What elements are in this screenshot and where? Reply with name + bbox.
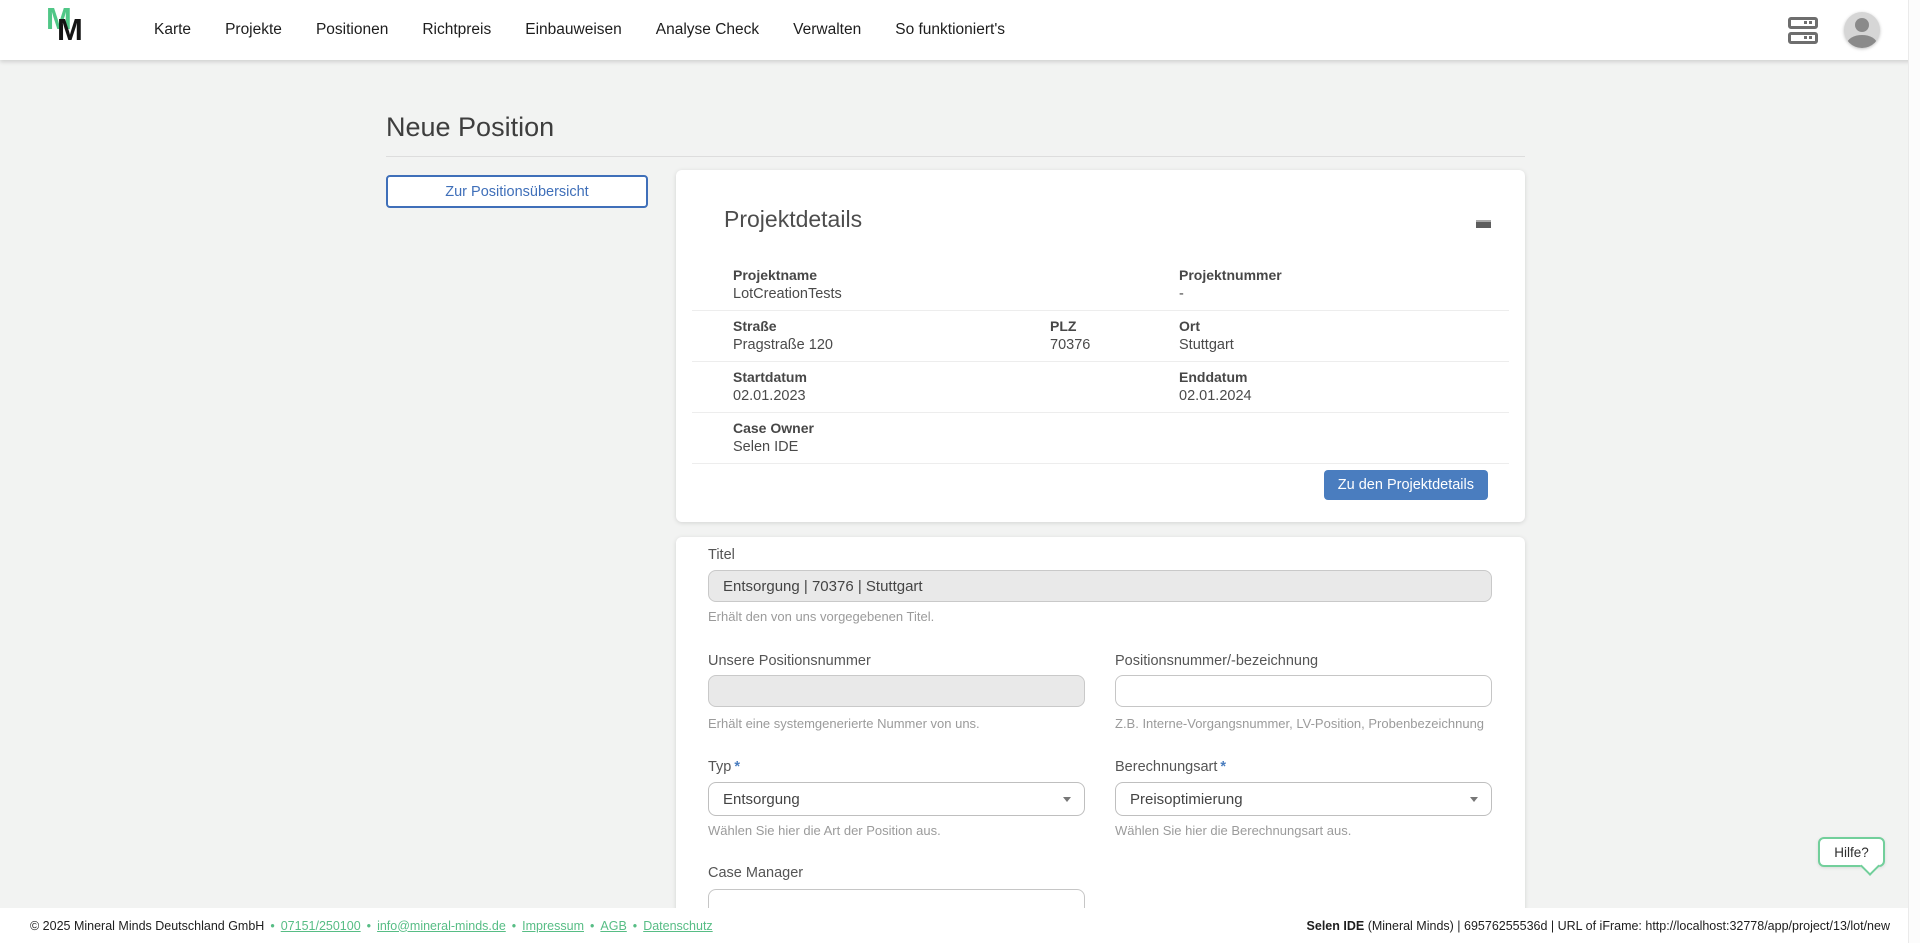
footer: © 2025 Mineral Minds Deutschland GmbH • … [0,908,1920,943]
berechnungsart-helper: Wählen Sie hier die Berechnungsart aus. [1115,823,1352,838]
page-title: Neue Position [386,112,555,142]
projektname-label: Projektname [733,267,818,283]
copyright-text: © 2025 Mineral Minds Deutschland GmbH [30,918,265,933]
footer-separator: • [590,918,595,933]
typ-required-asterisk: * [734,759,741,775]
titel-helper: Erhält den von uns vorgegebenen Titel. [708,609,935,624]
nav-item-richtpreis[interactable]: Richtpreis [422,21,492,38]
server-bar-bottom [1788,31,1818,44]
positions-overview-button[interactable]: Zur Positionsübersicht [386,175,648,208]
berechnungsart-select-value: Preisoptimierung [1130,790,1243,808]
unsere-positionsnummer-label: Unsere Positionsnummer [708,653,871,669]
typ-select[interactable]: Entsorgung [708,782,1085,816]
case-owner-label: Case Owner [733,420,814,436]
strasse-value: Pragstraße 120 [733,337,833,353]
positionsnummer-label: Positionsnummer/-bezeichnung [1115,653,1319,669]
footer-separator: • [511,918,517,933]
server-bar-top [1788,16,1818,29]
berechnungsart-label-text: Berechnungsart [1115,759,1218,775]
mm-logo-icon[interactable]: M M [46,1,98,56]
nav-item-positionen[interactable]: Positionen [315,21,389,38]
project-row-address: Straße Pragstraße 120 PLZ 70376 Ort Stut… [692,311,1509,362]
plz-label: PLZ [1050,318,1077,334]
nav-item-karte[interactable]: Karte [154,21,192,38]
nav-item-so-funktionierts[interactable]: So funktioniert's [895,21,1006,38]
typ-label-text: Typ [708,759,732,775]
collapse-card-button[interactable] [1471,214,1495,234]
unsere-positionsnummer-helper: Erhält eine systemgenerierte Nummer von … [708,716,980,731]
project-card-title: Projektdetails [724,206,863,232]
logo-m-green: M [46,1,72,36]
new-position-form-card: Titel Erhält den von uns vorgegebenen Ti… [676,537,1525,943]
unsere-positionsnummer-input[interactable] [708,675,1085,707]
startdatum-label: Startdatum [733,369,807,385]
titel-label: Titel [708,547,735,563]
enddatum-value: 02.01.2024 [1179,388,1252,404]
footer-link-agb[interactable]: AGB [600,918,627,933]
footer-left: © 2025 Mineral Minds Deutschland GmbH • … [30,919,713,933]
strasse-label: Straße [733,318,777,334]
help-button[interactable]: Hilfe? [1818,837,1885,867]
footer-link-email[interactable]: info@mineral-minds.de [377,918,506,933]
footer-separator: • [270,918,275,933]
chevron-down-icon [1470,797,1478,802]
nav-item-verwalten[interactable]: Verwalten [793,21,862,38]
footer-separator: • [632,918,638,933]
case-manager-label: Case Manager [708,865,804,881]
positionsnummer-helper: Z.B. Interne-Vorgangsnummer, LV-Position… [1115,716,1485,731]
ort-value: Stuttgart [1179,337,1234,353]
scrollbar[interactable] [1908,0,1920,943]
logo-m-black: M [57,12,83,47]
projektname-value: LotCreationTests [733,286,842,302]
user-avatar-icon[interactable] [1844,12,1880,48]
case-owner-value: Selen IDE [733,439,799,455]
projektnummer-value: - [1179,286,1184,302]
chevron-down-icon [1063,797,1071,802]
plz-value: 70376 [1050,337,1091,353]
ort-label: Ort [1179,318,1200,334]
minus-icon [1475,220,1491,228]
footer-link-datenschutz[interactable]: Datenschutz [643,918,713,933]
titel-input[interactable] [708,570,1492,602]
nav-item-projekte[interactable]: Projekte [225,21,282,38]
session-user: Selen IDE [1306,918,1365,933]
main-nav: Karte Projekte Positionen Richtpreis Ein… [154,21,1005,39]
project-details-card: Projektdetails Projektname LotCreationTe… [676,170,1525,522]
session-info: Selen IDE (Mineral Minds) | 69576255536d… [1307,919,1890,933]
berechnungsart-select[interactable]: Preisoptimierung [1115,782,1492,816]
enddatum-label: Enddatum [1179,369,1248,385]
title-divider [386,156,1525,157]
positionsnummer-input[interactable] [1115,675,1492,707]
berechnungsart-required-asterisk: * [1220,759,1227,775]
nav-item-einbauweisen[interactable]: Einbauweisen [525,21,622,38]
typ-helper: Wählen Sie hier die Art der Position aus… [708,823,941,838]
startdatum-value: 02.01.2023 [733,388,806,404]
go-to-project-details-button[interactable]: Zu den Projektdetails [1323,470,1488,500]
footer-separator: • [366,918,372,933]
berechnungsart-label: Berechnungsart * [1115,759,1492,775]
project-row-name-number: Projektname LotCreationTests Projektnumm… [692,260,1509,311]
project-row-case-owner: Case Owner Selen IDE [692,413,1509,464]
footer-link-phone[interactable]: 07151/250100 [280,918,361,933]
top-navbar: M M Karte Projekte Positionen Richtpreis… [0,0,1920,60]
footer-link-impressum[interactable]: Impressum [522,918,584,933]
projektnummer-label: Projektnummer [1179,267,1282,283]
session-details: (Mineral Minds) | 69576255536d | URL of … [1364,918,1890,933]
server-stack-icon[interactable] [1788,16,1818,44]
typ-label: Typ * [708,759,1085,775]
project-row-dates: Startdatum 02.01.2023 Enddatum 02.01.202… [692,362,1509,413]
typ-select-value: Entsorgung [723,790,800,808]
nav-item-analyse-check[interactable]: Analyse Check [655,21,760,38]
navbar-actions [1788,0,1880,60]
project-detail-rows: Projektname LotCreationTests Projektnumm… [676,260,1525,464]
